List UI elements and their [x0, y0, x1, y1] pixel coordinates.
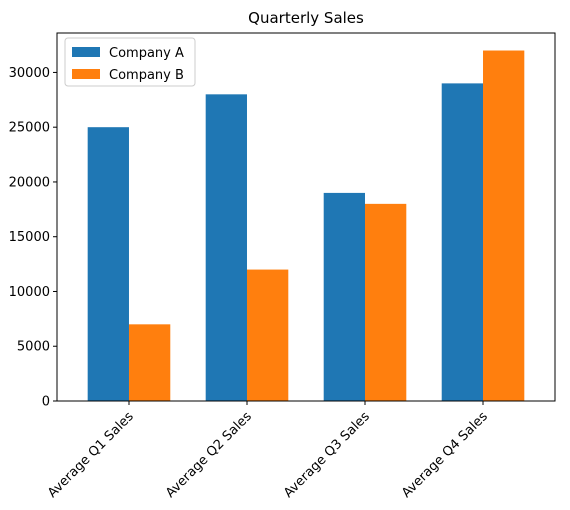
- x-tick-label: Average Q2 Sales: [163, 409, 255, 501]
- bar-company-a-2: [205, 94, 247, 401]
- legend-swatch: [72, 69, 100, 79]
- y-tick-label: 15000: [9, 230, 50, 245]
- y-tick-label: 10000: [9, 285, 50, 300]
- x-tick-label: Average Q3 Sales: [281, 409, 373, 501]
- y-tick-label: 30000: [9, 66, 50, 81]
- x-tick-label: Average Q4 Sales: [399, 409, 491, 501]
- legend-swatch: [72, 47, 100, 57]
- x-tick-label: Average Q1 Sales: [45, 409, 137, 501]
- legend-label: Company B: [109, 68, 184, 83]
- plot-area: 0 5000 10000 15000 20000 25000 30000 Average Q1…: [9, 32, 556, 501]
- y-tick-label: 5000: [17, 340, 50, 355]
- legend: Company A Company B: [64, 37, 196, 87]
- y-tick-label: 25000: [9, 121, 50, 136]
- bar-company-b-1: [128, 324, 171, 401]
- bar-company-a-3: [323, 192, 365, 401]
- legend-label: Company A: [109, 46, 184, 61]
- bar-company-a-1: [87, 127, 129, 401]
- y-tick-label: 20000: [9, 175, 50, 190]
- chart-title: Quarterly Sales: [248, 9, 364, 27]
- plot-frame: [56, 32, 556, 402]
- bar-company-b-2: [247, 269, 289, 401]
- bar-company-b-3: [365, 203, 407, 401]
- y-tick-label: 0: [42, 395, 50, 410]
- bar-company-b-4: [483, 50, 525, 402]
- bar-company-a-4: [441, 83, 484, 401]
